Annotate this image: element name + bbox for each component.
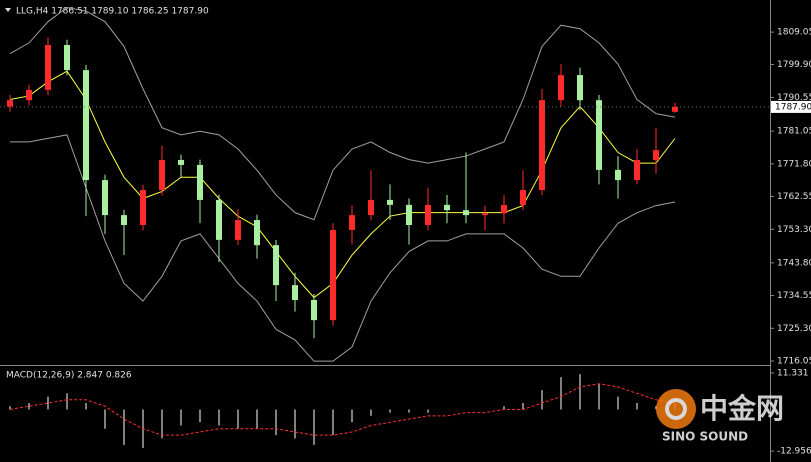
candle-body [64, 45, 70, 71]
chart-title: LLG,H4 1786.51 1789.10 1786.25 1787.90 [16, 7, 209, 17]
candle-body [235, 220, 241, 240]
macd-title: MACD(12,26,9) 2.847 0.826 [6, 371, 132, 381]
watermark: 中金网 SINO SOUND [656, 389, 784, 444]
candle-body [482, 213, 488, 216]
candle-body [45, 45, 51, 90]
indicator-line [9, 7, 676, 221]
candle-body [558, 75, 564, 101]
candle-body [273, 245, 279, 286]
y-tick-label: 11.331 [777, 369, 809, 379]
y-tick-label: 1790.55 [777, 93, 811, 103]
candle-body [83, 70, 89, 181]
candle-body [140, 190, 146, 226]
candle-body [121, 215, 127, 226]
candle-body [463, 210, 469, 216]
y-tick-label: 1781.05 [777, 127, 811, 137]
candle-body [596, 100, 602, 170]
watermark-name: 中金网 [700, 392, 784, 425]
indicator-line [9, 70, 676, 299]
candle-body [653, 150, 659, 160]
watermark-subtitle: SINO SOUND [662, 430, 748, 444]
candle-body [406, 204, 412, 226]
y-tick-label: 1716.05 [777, 356, 811, 366]
y-tick-label: 1809.05 [777, 28, 811, 38]
candle-body [159, 159, 165, 191]
candle-body [330, 229, 336, 321]
candle-body [197, 164, 203, 200]
indicator-line [10, 134, 676, 362]
y-tick-label: 1725.30 [777, 324, 811, 334]
y-tick-label: 1771.80 [777, 159, 811, 169]
candle-body [520, 190, 526, 205]
candle-body [444, 204, 450, 211]
candle-body [577, 75, 583, 101]
signal-line [9, 383, 676, 436]
panel-icon [5, 8, 11, 12]
y-tick-label: 1799.90 [777, 60, 811, 70]
candle-body [387, 199, 393, 205]
y-tick-label: 1743.80 [777, 258, 811, 268]
candle-body [501, 204, 507, 214]
candle-body [216, 199, 222, 240]
candle-body [634, 159, 640, 181]
y-tick-label: -12.956 [777, 447, 811, 457]
candle-body [254, 220, 260, 246]
candle-body [178, 159, 184, 165]
candle-body [368, 199, 374, 216]
current-price-box [771, 100, 811, 113]
candle-body [425, 204, 431, 226]
candle-body [615, 169, 621, 181]
candle-body [26, 89, 32, 101]
candle-body [311, 299, 317, 321]
logo [656, 389, 696, 429]
candle-body [672, 106, 678, 112]
candle-body [102, 180, 108, 216]
y-tick-label: 1762.55 [777, 192, 811, 202]
y-tick-label: 1753.30 [777, 225, 811, 235]
candle-body [539, 100, 545, 191]
candle-body [349, 215, 355, 230]
candle-body [7, 100, 13, 107]
logo-mark [665, 398, 687, 420]
current-price-label: 1787.90 [775, 102, 811, 112]
candle-body [292, 285, 298, 300]
y-tick-label: 1734.55 [777, 291, 811, 301]
